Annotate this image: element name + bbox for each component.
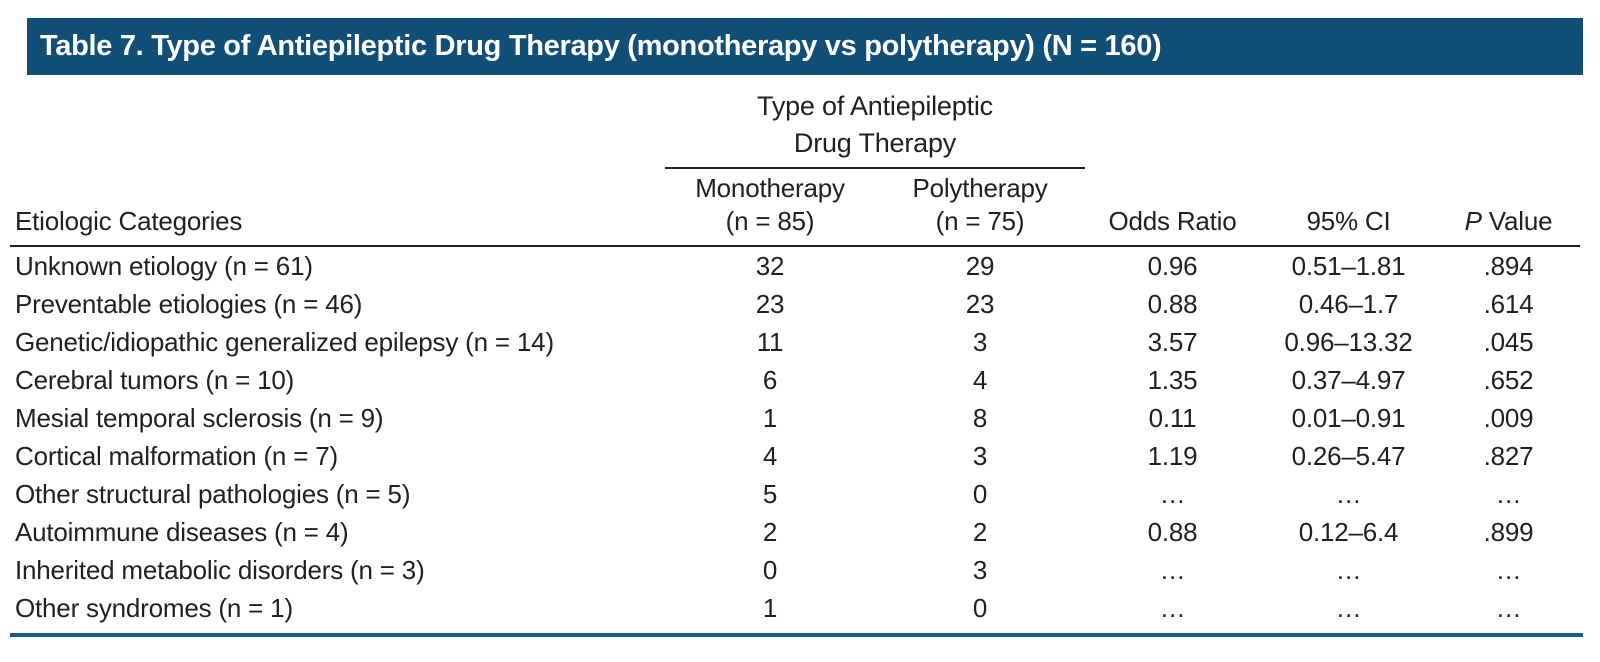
table-row: Cerebral tumors (n = 10) 6 4 1.35 0.37–4…: [10, 361, 1580, 399]
column-group-row: Type of Antiepileptic Drug Therapy: [10, 86, 1580, 169]
table-title-bar: Table 7. Type of Antiepileptic Drug Ther…: [27, 18, 1583, 75]
cell-p-value: .614: [1483, 289, 1534, 319]
cell-category: Autoimmune diseases (n = 4): [15, 517, 349, 547]
cell-ci: …: [1335, 593, 1362, 623]
cell-category: Cerebral tumors (n = 10): [15, 365, 295, 395]
cell-monotherapy: 6: [762, 365, 778, 395]
spanner-blank-right: [1085, 86, 1580, 168]
cell-odds-ratio: 0.88: [1147, 517, 1198, 547]
cell-odds-ratio: 0.11: [1148, 403, 1197, 433]
table-title: Table 7. Type of Antiepileptic Drug Ther…: [40, 30, 1162, 62]
cell-polytherapy: 0: [972, 593, 988, 623]
column-header-odds-ratio: Odds Ratio: [1085, 168, 1260, 247]
cell-polytherapy: 3: [972, 441, 988, 471]
column-header-etiologic-categories: Etiologic Categories: [10, 168, 665, 247]
cell-ci: 0.26–5.47: [1291, 441, 1406, 471]
cell-odds-ratio: 0.88: [1147, 289, 1198, 319]
cell-monotherapy: 5: [762, 479, 778, 509]
cell-category: Genetic/idiopathic generalized epilepsy …: [15, 327, 554, 357]
cell-p-value: .652: [1483, 365, 1534, 395]
cell-polytherapy: 2: [972, 517, 988, 547]
cell-polytherapy: 3: [972, 555, 988, 585]
column-header-monotherapy-line1: Monotherapy: [695, 173, 845, 203]
cell-monotherapy: 1: [762, 403, 778, 433]
cell-ci: 0.12–6.4: [1298, 517, 1399, 547]
cell-polytherapy: 23: [965, 289, 995, 319]
cell-odds-ratio: 1.35: [1147, 365, 1198, 395]
cell-ci: 0.46–1.7: [1298, 289, 1399, 319]
cell-category: Preventable etiologies (n = 46): [15, 289, 363, 319]
cell-p-value: .045: [1483, 327, 1534, 357]
cell-odds-ratio: …: [1159, 479, 1186, 509]
cell-ci: 0.37–4.97: [1291, 365, 1406, 395]
cell-polytherapy: 0: [972, 479, 988, 509]
cell-p-value: …: [1495, 593, 1522, 623]
cell-p-value: .827: [1483, 441, 1534, 471]
cell-monotherapy: 0: [762, 555, 778, 585]
cell-monotherapy: 4: [762, 441, 778, 471]
table-row: Cortical malformation (n = 7) 4 3 1.19 0…: [10, 437, 1580, 475]
cell-p-value: .894: [1483, 251, 1534, 281]
cell-category: Other syndromes (n = 1): [15, 593, 293, 623]
column-header-monotherapy-line2: (n = 85): [725, 206, 815, 236]
column-header-95ci: 95% CI: [1260, 168, 1437, 247]
data-table: Type of Antiepileptic Drug Therapy Etiol…: [10, 86, 1580, 627]
cell-ci: …: [1335, 555, 1362, 585]
cell-polytherapy: 3: [972, 327, 988, 357]
cell-odds-ratio: 0.96: [1147, 251, 1198, 281]
column-group-header-therapy-type: Type of Antiepileptic Drug Therapy: [665, 86, 1085, 169]
cell-monotherapy: 32: [755, 251, 785, 281]
cell-polytherapy: 4: [972, 365, 988, 395]
table-row: Inherited metabolic disorders (n = 3) 0 …: [10, 551, 1580, 589]
cell-p-value: …: [1495, 479, 1522, 509]
cell-category: Inherited metabolic disorders (n = 3): [15, 555, 425, 585]
cell-ci: …: [1335, 479, 1362, 509]
p-value-rest: Value: [1488, 206, 1553, 236]
table-row: Other structural pathologies (n = 5) 5 0…: [10, 475, 1580, 513]
cell-monotherapy: 23: [755, 289, 785, 319]
table-row: Mesial temporal sclerosis (n = 9) 1 8 0.…: [10, 399, 1580, 437]
column-group-label: Type of Antiepileptic Drug Therapy: [757, 91, 993, 158]
cell-p-value: .899: [1483, 517, 1534, 547]
cell-polytherapy: 29: [965, 251, 995, 281]
spanner-blank-left: [10, 86, 665, 168]
cell-monotherapy: 1: [762, 593, 778, 623]
column-header-monotherapy: Monotherapy (n = 85): [665, 168, 875, 247]
table-row: Other syndromes (n = 1) 1 0 … … …: [10, 589, 1580, 627]
cell-odds-ratio: …: [1159, 555, 1186, 585]
cell-category: Mesial temporal sclerosis (n = 9): [15, 403, 384, 433]
table-row: Unknown etiology (n = 61) 32 29 0.96 0.5…: [10, 246, 1580, 285]
cell-p-value: …: [1495, 555, 1522, 585]
cell-category: Unknown etiology (n = 61): [15, 251, 313, 281]
cell-p-value: .009: [1483, 403, 1534, 433]
cell-odds-ratio: 1.19: [1147, 441, 1198, 471]
column-header-polytherapy-line1: Polytherapy: [912, 173, 1048, 203]
cell-odds-ratio: 3.57: [1147, 327, 1198, 357]
table-row: Autoimmune diseases (n = 4) 2 2 0.88 0.1…: [10, 513, 1580, 551]
cell-monotherapy: 2: [762, 517, 778, 547]
table-row: Genetic/idiopathic generalized epilepsy …: [10, 323, 1580, 361]
table-row: Preventable etiologies (n = 46) 23 23 0.…: [10, 285, 1580, 323]
cell-odds-ratio: …: [1159, 593, 1186, 623]
cell-polytherapy: 8: [972, 403, 988, 433]
column-header-polytherapy-line2: (n = 75): [935, 206, 1025, 236]
p-value-italic-p: P: [1464, 206, 1482, 236]
cell-ci: 0.51–1.81: [1291, 251, 1406, 281]
cell-category: Cortical malformation (n = 7): [15, 441, 338, 471]
column-header-p-value: P Value: [1437, 168, 1580, 247]
table-bottom-rule: [10, 633, 1583, 637]
column-header-row: Etiologic Categories Monotherapy (n = 85…: [10, 168, 1580, 247]
cell-category: Other structural pathologies (n = 5): [15, 479, 411, 509]
cell-monotherapy: 11: [756, 327, 784, 357]
cell-ci: 0.01–0.91: [1291, 403, 1406, 433]
cell-ci: 0.96–13.32: [1284, 327, 1413, 357]
column-header-polytherapy: Polytherapy (n = 75): [875, 168, 1085, 247]
